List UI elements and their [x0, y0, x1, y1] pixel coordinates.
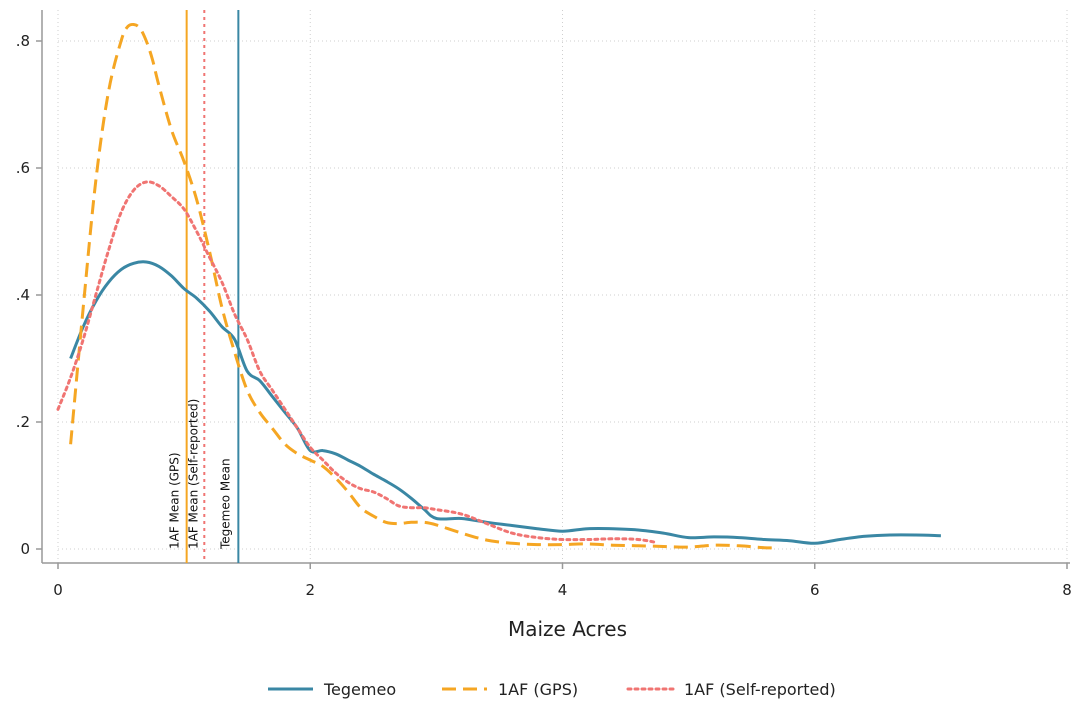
legend-label: 1AF (Self-reported) — [684, 680, 836, 699]
x-tick-label: 4 — [558, 581, 568, 599]
reference-line-label: 1AF Mean (Self-reported) — [186, 399, 200, 549]
y-tick-label: .4 — [16, 286, 30, 304]
x-tick-label: 2 — [305, 581, 315, 599]
x-tick-label: 8 — [1062, 581, 1072, 599]
y-tick-label: .8 — [16, 32, 30, 50]
x-axis-label: Maize Acres — [508, 617, 627, 641]
x-tick-label: 6 — [810, 581, 820, 599]
axes — [41, 10, 1070, 564]
series-line-tegemeo — [69, 260, 941, 545]
reference-line-label: 1AF Mean (GPS) — [168, 452, 182, 549]
reference-line-label: Tegemeo Mean — [218, 458, 232, 550]
tick-labels: 0 .2 .4 .6 .8 0 2 4 6 8 — [16, 32, 1072, 599]
legend-label: Tegemeo — [323, 680, 396, 699]
series-lines — [56, 22, 941, 550]
y-tick-label: .2 — [16, 413, 30, 431]
legend-label: 1AF (GPS) — [498, 680, 578, 699]
y-tick-label: .6 — [16, 159, 30, 177]
x-tick-label: 0 — [53, 581, 63, 599]
grid — [57, 10, 1068, 563]
y-tick-label: 0 — [20, 540, 30, 558]
reference-lines: 1AF Mean (GPS) 1AF Mean (Self-reported) Te… — [168, 10, 240, 563]
legend: Tegemeo 1AF (GPS) 1AF (Self-reported) — [268, 680, 836, 699]
series-line-1af-self-reported — [56, 180, 659, 545]
